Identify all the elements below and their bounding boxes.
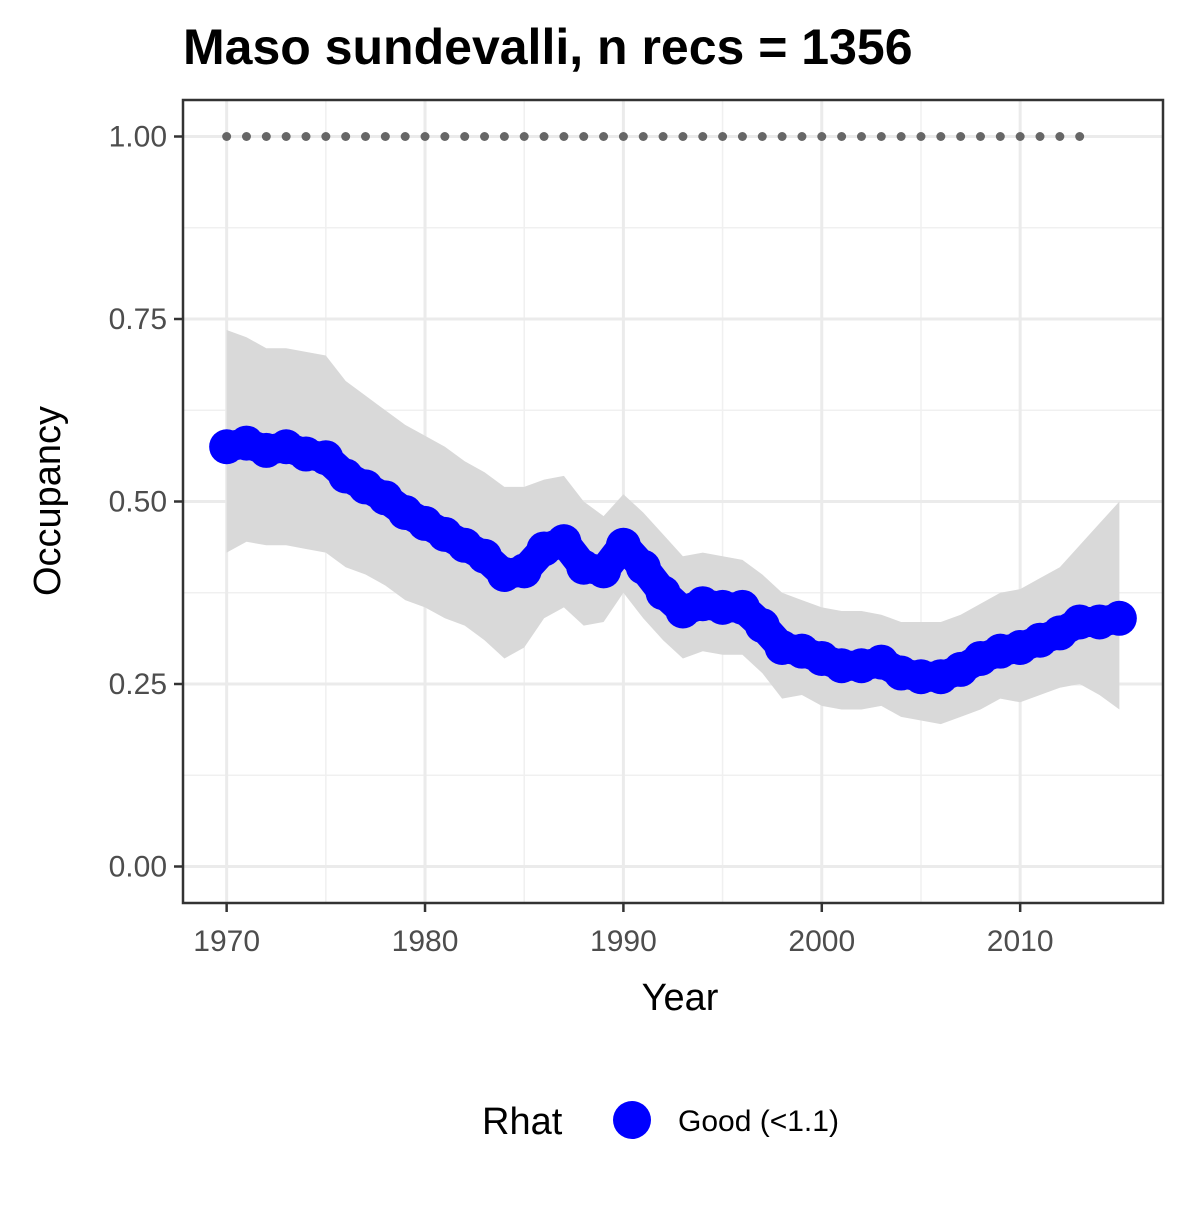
reference-dot (896, 132, 906, 141)
reference-dot (1075, 132, 1085, 141)
reference-dot (559, 132, 569, 141)
reference-dot (995, 132, 1005, 141)
reference-dot (460, 132, 470, 141)
reference-dot (757, 132, 767, 141)
reference-dotted-line (222, 132, 1085, 141)
reference-dot (797, 132, 807, 141)
reference-dot (777, 132, 787, 141)
y-tick-label: 1.00 (109, 121, 167, 154)
reference-dot (916, 132, 926, 141)
reference-dot (400, 132, 410, 141)
y-tick-label: 0.50 (109, 486, 167, 519)
confidence-ribbon (226, 330, 1120, 725)
reference-dot (698, 132, 708, 141)
legend: Rhat Good (<1.1) (482, 1101, 839, 1143)
legend-label-good: Good (<1.1) (678, 1105, 839, 1138)
reference-dot (321, 132, 331, 141)
reference-dot (1035, 132, 1045, 141)
reference-dot (1055, 132, 1065, 141)
y-axis-ticks: 0.00 0.25 0.50 0.75 1.00 (109, 121, 183, 884)
reference-dot (718, 132, 728, 141)
legend-title: Rhat (482, 1101, 563, 1143)
reference-dot (361, 132, 371, 141)
x-axis-ticks: 1970 1980 1990 2000 2010 (193, 903, 1054, 958)
reference-dot (837, 132, 847, 141)
x-tick-label: 2010 (987, 925, 1054, 958)
reference-dot (737, 132, 747, 141)
reference-dot (499, 132, 509, 141)
y-tick-label: 0.25 (109, 668, 167, 701)
x-tick-label: 1980 (392, 925, 459, 958)
reference-dot (241, 132, 251, 141)
data-point (586, 553, 622, 589)
chart-title: Maso sundevalli, n recs = 1356 (183, 19, 913, 75)
ribbon-area (226, 330, 1120, 725)
reference-dot (380, 132, 390, 141)
reference-dot (956, 132, 966, 141)
y-tick-label: 0.00 (109, 851, 167, 884)
reference-dot (1015, 132, 1025, 141)
reference-dot (440, 132, 450, 141)
reference-dot (638, 132, 648, 141)
reference-dot (222, 132, 232, 141)
reference-dot (519, 132, 529, 141)
reference-dot (480, 132, 490, 141)
legend-key-good (613, 1101, 651, 1139)
x-tick-label: 2000 (788, 925, 855, 958)
reference-dot (936, 132, 946, 141)
data-point (1101, 600, 1137, 636)
reference-dot (618, 132, 628, 141)
reference-dot (539, 132, 549, 141)
reference-dot (579, 132, 589, 141)
reference-dot (420, 132, 430, 141)
reference-dot (261, 132, 271, 141)
reference-dot (817, 132, 827, 141)
data-point (546, 524, 582, 560)
reference-dot (281, 132, 291, 141)
reference-dot (341, 132, 351, 141)
reference-dot (876, 132, 886, 141)
data-point (625, 549, 661, 585)
x-tick-label: 1990 (590, 925, 657, 958)
x-axis-title: Year (642, 977, 719, 1019)
reference-dot (599, 132, 609, 141)
reference-dot (975, 132, 985, 141)
reference-dot (301, 132, 311, 141)
reference-dot (856, 132, 866, 141)
y-tick-label: 0.75 (109, 303, 167, 336)
reference-dot (678, 132, 688, 141)
x-tick-label: 1970 (193, 925, 260, 958)
y-axis-title: Occupancy (27, 406, 69, 596)
occupancy-points (209, 425, 1137, 695)
reference-dot (658, 132, 668, 141)
